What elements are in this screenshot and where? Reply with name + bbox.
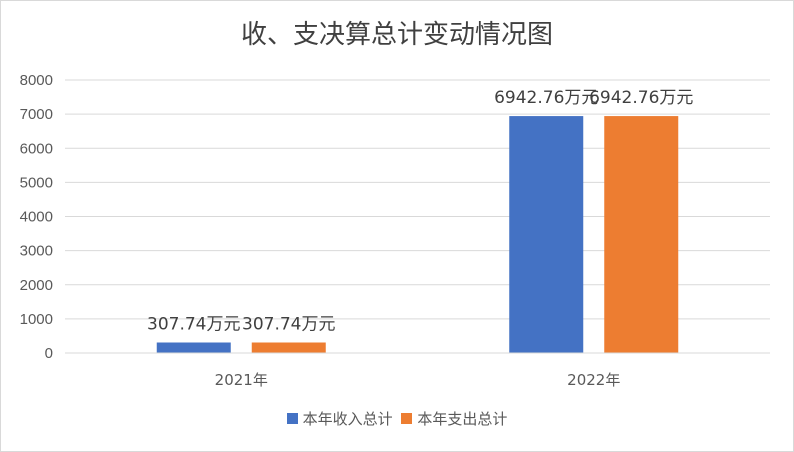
y-tick-label: 6000 [20, 140, 53, 157]
legend-item-expense: 本年支出总计 [401, 408, 507, 429]
y-tick-label: 4000 [20, 209, 53, 226]
data-label: 307.74万元 [242, 314, 335, 334]
legend: 本年收入总计 本年支出总计 [0, 408, 794, 429]
data-label: 6942.76万元 [589, 88, 693, 108]
bar-income-0 [156, 342, 231, 353]
data-label: 6942.76万元 [494, 88, 598, 108]
legend-label-expense: 本年支出总计 [417, 410, 508, 428]
y-tick-label: 7000 [20, 106, 53, 123]
y-tick-label: 8000 [20, 72, 53, 89]
bar-expense-1 [604, 116, 679, 354]
legend-label-income: 本年收入总计 [302, 410, 393, 428]
bar-expense-0 [251, 342, 326, 353]
y-tick-label: 0 [45, 345, 53, 362]
legend-swatch-income [286, 413, 298, 424]
y-tick-label: 1000 [20, 311, 53, 328]
legend-item-income: 本年收入总计 [286, 408, 393, 429]
x-tick-label: 2022年 [567, 371, 620, 389]
bar-income-1 [509, 116, 584, 354]
y-tick-label: 3000 [20, 243, 53, 260]
legend-swatch-expense [401, 413, 413, 424]
x-tick-label: 2021年 [215, 371, 268, 389]
data-label: 307.74万元 [147, 314, 240, 334]
y-tick-label: 2000 [20, 277, 53, 294]
y-tick-label: 5000 [20, 174, 53, 191]
chart-title: 收、支决算总计变动情况图 [240, 20, 553, 50]
